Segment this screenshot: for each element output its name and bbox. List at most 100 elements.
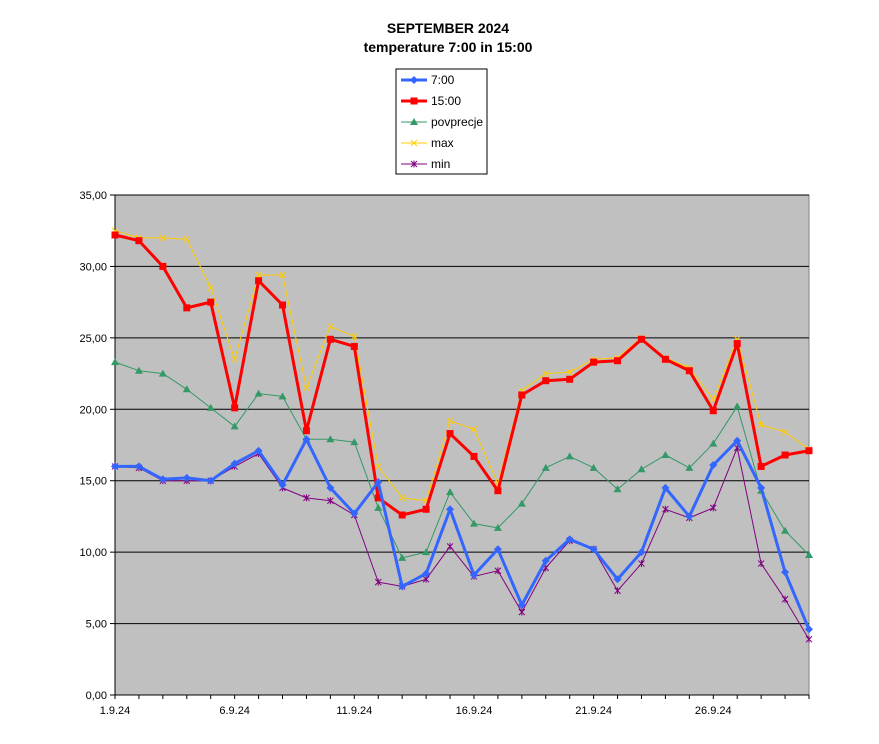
series-line	[114, 361, 810, 559]
data-point	[398, 582, 407, 591]
data-point	[182, 385, 191, 393]
legend-label: 7:00	[431, 73, 455, 87]
data-point	[302, 427, 310, 435]
data-point	[781, 595, 789, 603]
legend-marker	[410, 76, 418, 84]
data-point	[709, 504, 717, 512]
data-point	[230, 459, 239, 468]
data-point	[733, 402, 742, 410]
data-point	[733, 340, 741, 348]
data-point	[446, 488, 455, 496]
legend-item: povprecje	[401, 115, 483, 129]
data-point	[805, 447, 813, 455]
data-point	[709, 439, 718, 447]
data-point	[158, 369, 167, 377]
legend-marker	[410, 118, 418, 125]
data-point	[159, 262, 167, 270]
data-point	[709, 461, 718, 469]
data-point	[279, 271, 286, 279]
legend-marker	[410, 160, 418, 168]
data-point	[374, 503, 383, 511]
data-point	[781, 451, 789, 459]
data-point	[398, 494, 406, 502]
data-point	[446, 505, 455, 514]
data-point	[470, 425, 478, 433]
data-point	[781, 428, 789, 436]
y-tick-label: 10,00	[79, 547, 107, 559]
data-point	[589, 463, 598, 471]
data-point	[374, 463, 382, 470]
data-point	[446, 417, 454, 425]
data-point	[326, 335, 334, 343]
data-point	[494, 567, 502, 575]
data-point	[111, 231, 119, 239]
data-point	[541, 556, 550, 565]
data-point	[255, 271, 262, 279]
series-line	[114, 447, 810, 640]
x-tick-label: 1.9.24	[100, 705, 131, 717]
data-point	[566, 368, 574, 376]
data-point	[278, 481, 287, 489]
data-point	[254, 446, 263, 455]
data-point	[470, 452, 478, 460]
data-point	[446, 542, 454, 550]
data-point	[661, 483, 670, 492]
legend-item: max	[401, 136, 454, 150]
data-point	[206, 476, 215, 485]
data-point	[159, 234, 167, 242]
legend-item: min	[401, 157, 450, 171]
y-tick-label: 30,00	[79, 261, 107, 273]
data-point	[709, 407, 717, 415]
data-point	[685, 512, 694, 521]
data-point	[278, 392, 287, 400]
series-7:00	[111, 435, 813, 634]
data-point	[494, 487, 502, 495]
data-point	[637, 335, 645, 343]
chart-title: SEPTEMBER 2024	[387, 20, 509, 36]
series-15:00	[111, 231, 813, 519]
y-tick-label: 25,00	[79, 333, 107, 345]
data-point	[231, 404, 239, 412]
data-point	[134, 462, 143, 471]
data-point	[661, 451, 670, 458]
legend-label: povprecje	[431, 115, 483, 129]
data-point	[111, 462, 119, 471]
data-point	[757, 421, 765, 429]
y-tick-label: 5,00	[86, 619, 107, 631]
data-point	[422, 569, 431, 578]
data-point	[637, 465, 646, 473]
data-point	[183, 304, 191, 312]
data-point	[661, 355, 669, 363]
data-point	[589, 545, 598, 554]
x-tick-label: 26.9.24	[695, 705, 732, 717]
data-point	[614, 587, 621, 595]
x-tick-label: 6.9.24	[219, 705, 250, 717]
data-point	[805, 625, 813, 634]
data-point	[206, 403, 215, 411]
data-point	[518, 391, 526, 399]
data-point	[565, 535, 574, 544]
data-point	[302, 435, 311, 444]
legend-marker	[410, 97, 418, 105]
series-line	[114, 233, 810, 517]
data-point	[757, 462, 765, 470]
data-point	[374, 494, 382, 502]
data-point	[781, 526, 790, 534]
data-point	[637, 548, 646, 557]
data-point	[517, 499, 526, 507]
data-point	[469, 519, 478, 527]
series-layer	[111, 227, 813, 643]
data-point	[279, 301, 287, 309]
data-point	[207, 298, 215, 306]
data-point	[638, 560, 645, 568]
data-point	[757, 560, 765, 568]
data-point	[230, 422, 239, 430]
data-point	[493, 545, 502, 554]
data-point	[350, 438, 359, 446]
data-point	[207, 284, 215, 292]
data-point	[733, 436, 742, 445]
data-point	[182, 473, 191, 482]
data-point	[613, 485, 622, 493]
data-point	[757, 483, 766, 492]
